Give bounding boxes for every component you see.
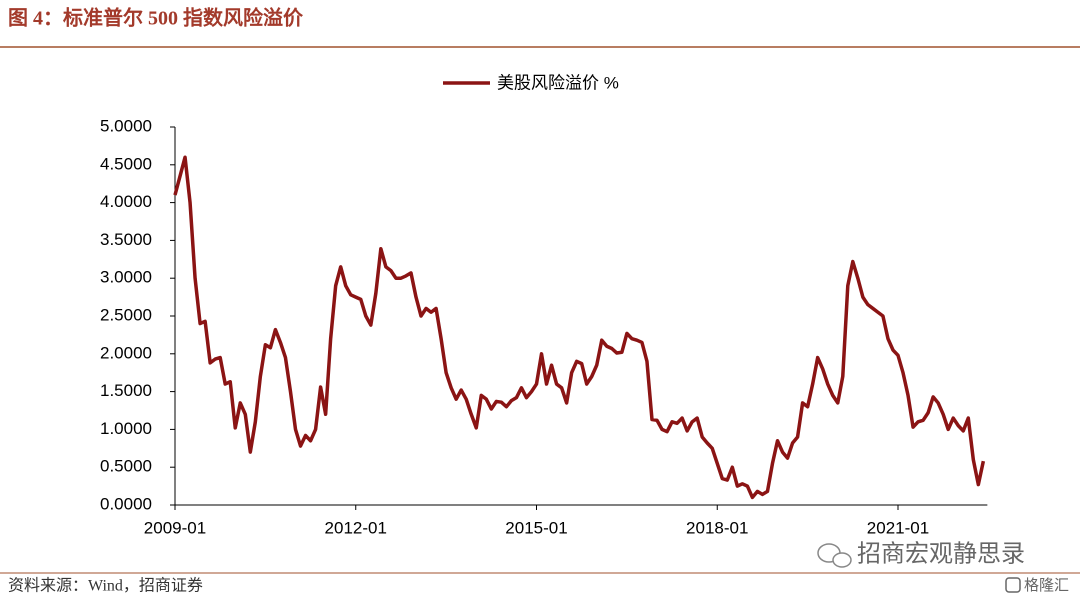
y-tick-label: 1.0000 <box>100 419 152 438</box>
y-tick-label: 2.5000 <box>100 305 152 324</box>
chart-title: 图 4：标准普尔 500 指数风险溢价 <box>8 6 304 30</box>
y-tick-label: 5.0000 <box>100 116 152 135</box>
y-tick-label: 3.0000 <box>100 268 152 287</box>
source-note: 资料来源：Wind，招商证券 <box>8 577 203 595</box>
y-tick-label: 3.5000 <box>100 230 152 249</box>
logo-icon <box>1005 577 1021 593</box>
x-tick-label: 2021-01 <box>867 518 929 537</box>
x-tick-label: 2009-01 <box>144 518 206 537</box>
watermark-icon <box>817 543 852 568</box>
y-tick-label: 1.5000 <box>100 381 152 400</box>
logo-text: 格隆汇 <box>1024 577 1069 594</box>
y-tick-label: 4.0000 <box>100 192 152 211</box>
x-tick-label: 2012-01 <box>325 518 387 537</box>
y-tick-label: 0.0000 <box>100 494 152 513</box>
x-tick-label: 2015-01 <box>505 518 567 537</box>
y-tick-label: 4.5000 <box>100 154 152 173</box>
series-line <box>173 155 986 500</box>
y-tick-label: 2.0000 <box>100 343 152 362</box>
legend-label: 美股风险溢价 % <box>497 73 619 92</box>
y-tick-label: 0.5000 <box>100 457 152 476</box>
x-tick-label: 2018-01 <box>686 518 748 537</box>
watermark: 招商宏观静思录 <box>857 540 1025 567</box>
